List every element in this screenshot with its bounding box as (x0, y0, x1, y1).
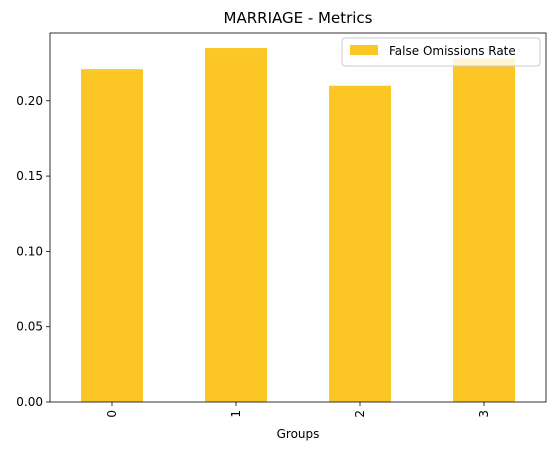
x-tick-label: 3 (477, 410, 491, 418)
legend-swatch (350, 45, 378, 55)
bars-group (81, 48, 515, 403)
plot-frame (49, 32, 547, 403)
y-tick-label: 0.15 (16, 169, 43, 183)
x-tick-label: 2 (353, 410, 367, 418)
x-tick-label: 1 (229, 410, 243, 418)
bar-1 (205, 48, 267, 403)
y-tick-label: 0.20 (16, 94, 43, 108)
y-axis: 0.00 0.05 0.10 0.15 0.20 (16, 94, 50, 409)
x-tick-label: 0 (105, 410, 119, 418)
y-tick-label: 0.00 (16, 395, 43, 409)
bar-2 (329, 85, 391, 402)
chart-title: MARRIAGE - Metrics (224, 9, 373, 27)
y-tick-label: 0.10 (16, 244, 43, 258)
bar-0 (81, 69, 143, 402)
x-axis: 0 1 2 3 (105, 402, 491, 418)
y-tick-label: 0.05 (16, 320, 43, 334)
x-axis-label: Groups (277, 427, 320, 441)
bar-3 (453, 58, 515, 403)
legend-box (341, 37, 541, 67)
legend-label: False Omissions Rate (389, 44, 516, 58)
legend: False Omissions Rate (341, 37, 541, 67)
